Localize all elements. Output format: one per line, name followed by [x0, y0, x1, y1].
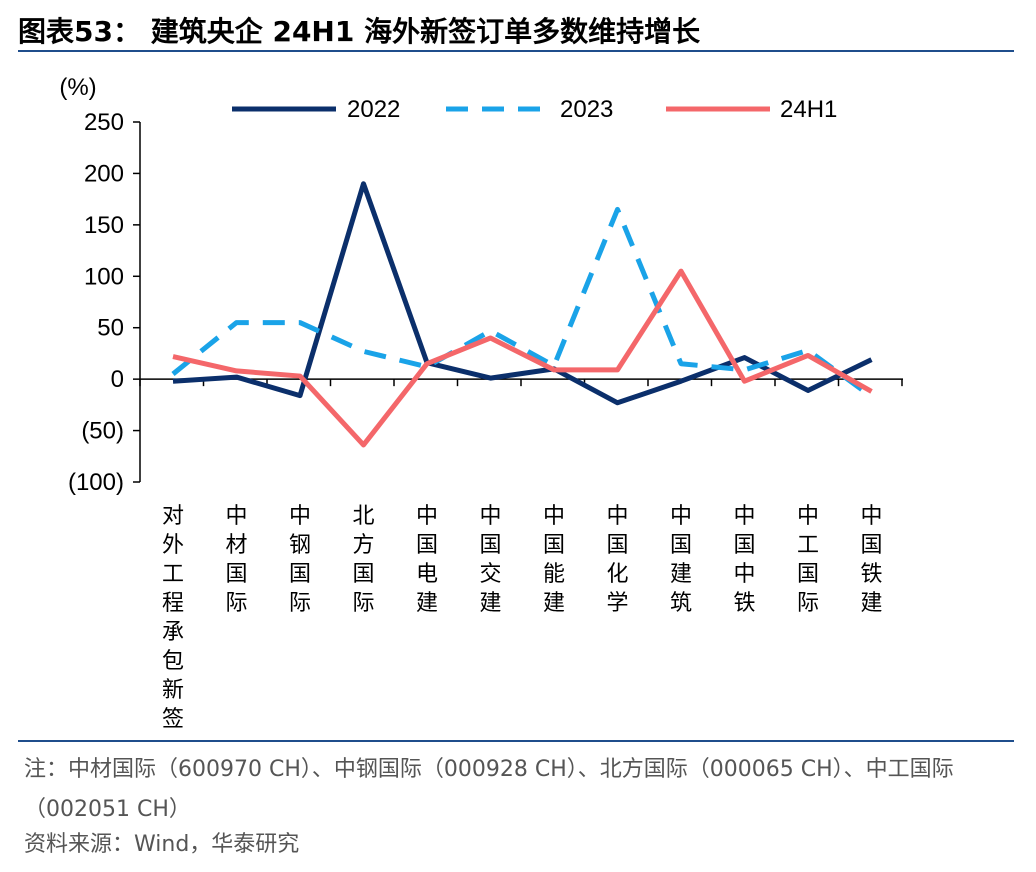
- data-point-2023: [170, 371, 176, 377]
- x-category-label: 中国铁建: [860, 504, 882, 616]
- x-category-label: 北方国际: [352, 504, 374, 616]
- data-point-2022: [869, 357, 875, 363]
- x-category-label: 中国交建: [479, 504, 501, 616]
- y-tick-label: 50: [97, 315, 124, 342]
- x-category-label: 对外工程承包新签: [162, 504, 184, 732]
- data-point-2022: [170, 378, 176, 384]
- legend-label: 2023: [560, 96, 613, 123]
- series-line-2022: [172, 181, 873, 406]
- legend-item-2023: 2023: [446, 96, 613, 123]
- data-point-2022: [805, 387, 811, 393]
- axes: (100) (50) 0 50 100 150 200 250: [68, 109, 903, 496]
- title-divider: [18, 50, 1014, 52]
- data-point-24H1: [742, 378, 748, 384]
- x-category-label: 中工国际: [797, 504, 819, 616]
- footnote: 注：中材国际（600970 CH）、中钢国际（000928 CH）、北方国际（0…: [24, 757, 954, 822]
- data-point-24H1: [170, 354, 176, 360]
- line-chart: (%) 2022 2023 24H1 (100) (50) 0 50 100 150 200 25…: [59, 74, 903, 732]
- data-point-24H1: [488, 335, 494, 341]
- data-point-24H1: [869, 388, 875, 394]
- data-point-2023: [234, 320, 240, 326]
- data-point-2022: [234, 374, 240, 380]
- footer-divider: [18, 740, 1014, 742]
- data-point-2023: [805, 347, 811, 353]
- legend-item-2022: 2022: [232, 96, 400, 123]
- data-point-24H1: [551, 367, 557, 373]
- data-point-2023: [297, 320, 303, 326]
- y-tick-label: (50): [81, 418, 124, 445]
- y-tick-label: 100: [84, 263, 124, 290]
- data-point-24H1: [678, 268, 684, 274]
- x-category-label: 中材国际: [225, 504, 247, 616]
- x-category-label: 中国电建: [416, 504, 438, 616]
- y-tick-label: 150: [84, 212, 124, 239]
- series-lines: [170, 181, 875, 448]
- series-line-2023: [171, 206, 873, 399]
- y-tick-label: 200: [84, 160, 124, 187]
- data-point-24H1: [297, 373, 303, 379]
- y-tick-label: 250: [84, 109, 124, 136]
- data-point-2022: [615, 400, 621, 406]
- category-labels: 对外工程承包新签 中材国际 中钢国际 北方国际 中国电建 中国交建 中国能建 中国化学 中国建筑…: [162, 504, 883, 732]
- data-point-2022: [488, 375, 494, 381]
- y-tick-label: 0: [111, 366, 124, 393]
- data-point-24H1: [805, 352, 811, 358]
- legend-item-24H1: 24H1: [666, 96, 837, 123]
- x-category-label: 中国能建: [543, 504, 565, 616]
- data-point-24H1: [424, 361, 430, 367]
- data-point-2022: [361, 181, 367, 187]
- x-category-label: 中国建筑: [670, 504, 692, 616]
- data-point-2022: [678, 378, 684, 384]
- x-category-label: 中国化学: [606, 504, 628, 616]
- legend: 2022 2023 24H1: [232, 96, 837, 123]
- legend-label: 24H1: [780, 96, 837, 123]
- source-note: 资料来源：Wind，华泰研究: [24, 832, 300, 857]
- data-point-24H1: [615, 367, 621, 373]
- y-axis-unit-label: (%): [59, 74, 96, 101]
- y-tick-label: (100): [68, 469, 124, 496]
- page-title: 图表53： 建筑央企 24H1 海外新签订单多数维持增长: [18, 15, 701, 48]
- data-point-2023: [615, 206, 621, 212]
- data-point-24H1: [361, 442, 367, 448]
- data-point-2023: [869, 394, 875, 400]
- x-category-label: 中钢国际: [289, 504, 311, 616]
- data-point-2023: [678, 361, 684, 367]
- x-category-label: 中国中铁: [733, 504, 755, 616]
- data-point-2023: [742, 367, 748, 373]
- data-point-24H1: [234, 368, 240, 374]
- data-point-2023: [488, 328, 494, 334]
- legend-label: 2022: [347, 96, 400, 123]
- data-point-2023: [361, 348, 367, 354]
- data-point-2022: [297, 393, 303, 399]
- data-point-2022: [742, 355, 748, 361]
- series-line-24H1: [172, 268, 873, 448]
